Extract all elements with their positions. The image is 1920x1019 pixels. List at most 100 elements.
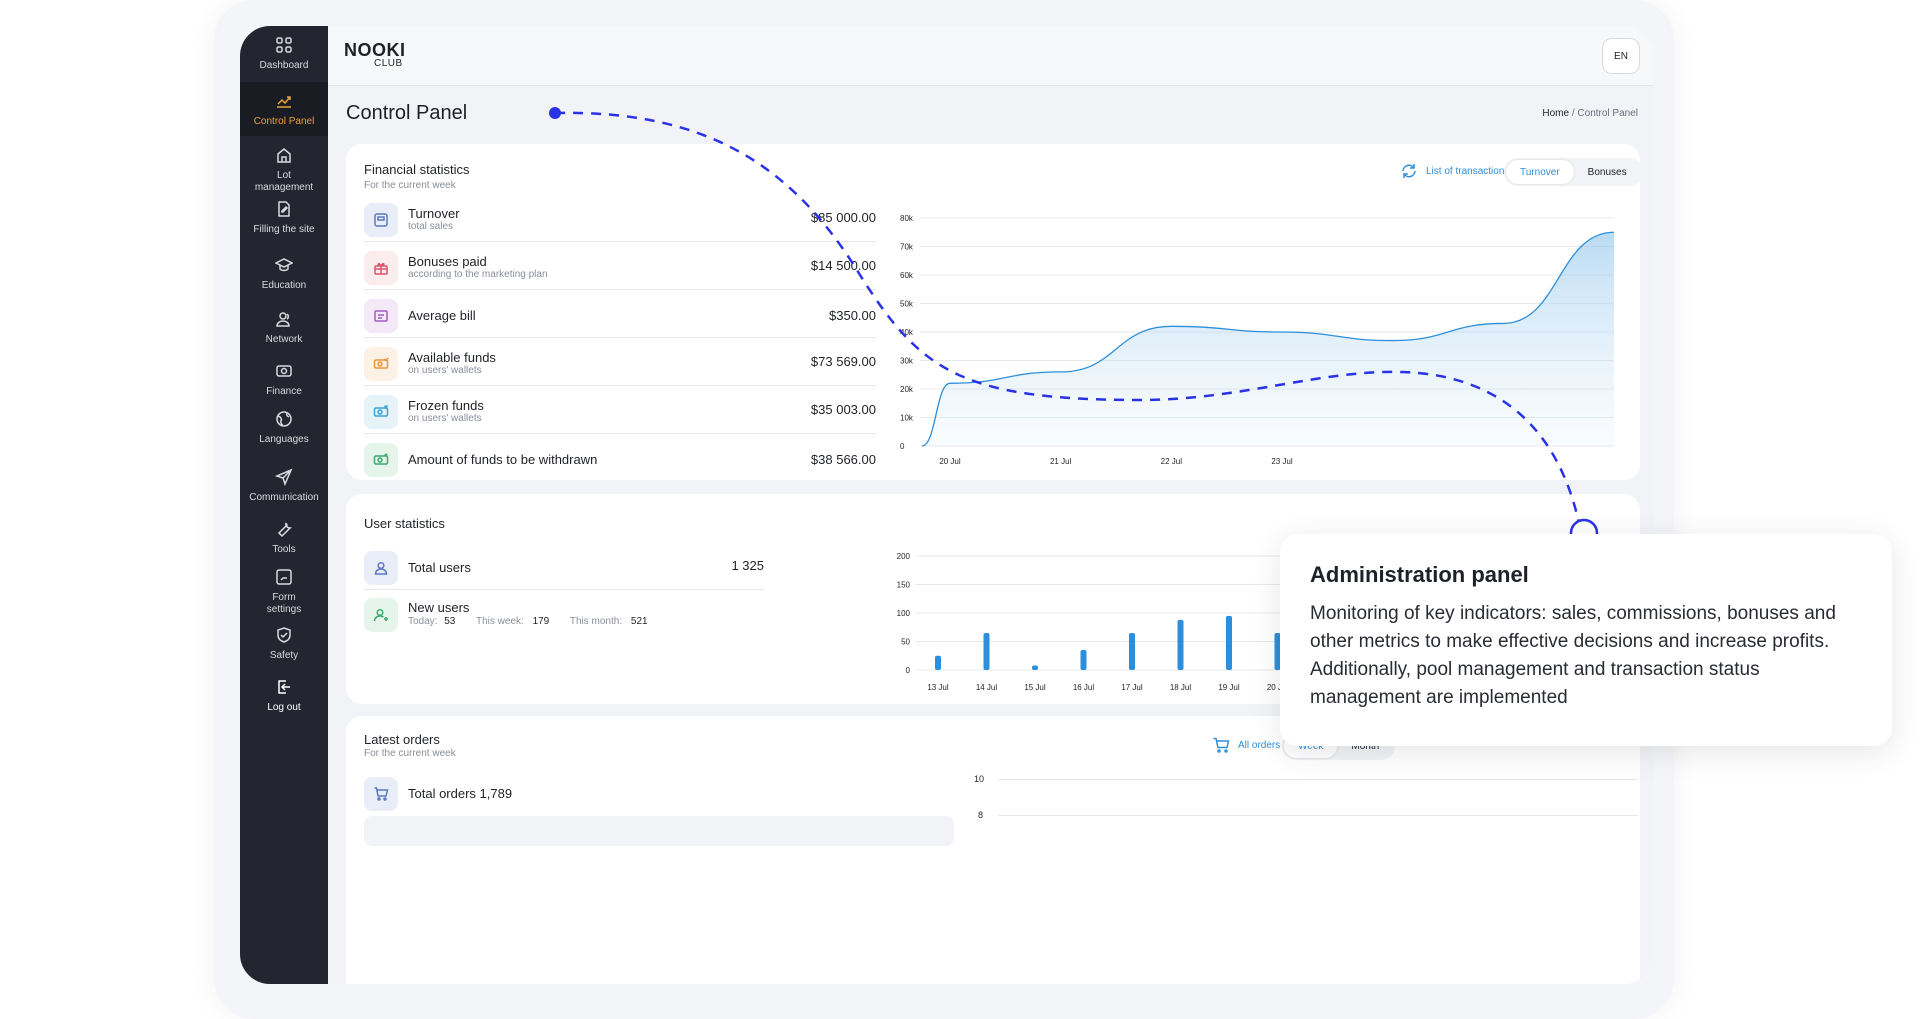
y-tick-label: 20k xyxy=(900,385,914,394)
sidebar-item-safety[interactable]: Safety xyxy=(240,626,328,666)
sidebar-item-tools[interactable]: Tools xyxy=(240,520,328,560)
x-tick-label: 20 Jul xyxy=(1267,683,1289,692)
y-tick-label: 200 xyxy=(897,552,911,561)
stat-row-average-bill: Average bill $350.00 xyxy=(364,290,876,338)
sidebar-item-label: Form settings xyxy=(266,592,302,615)
toggle-bonuses[interactable]: Bonuses xyxy=(1587,166,1627,178)
sidebar-item-form-settings[interactable]: Form settings xyxy=(240,568,328,618)
bar xyxy=(1032,665,1038,670)
breadcrumb-current: Control Panel xyxy=(1577,108,1638,119)
send-icon xyxy=(275,468,293,486)
x-tick-label: 21 Jul xyxy=(1050,457,1072,466)
card-subtitle: For the current week xyxy=(364,748,456,759)
sidebar-item-label: Finance xyxy=(266,386,302,397)
stat-value: $73 569.00 xyxy=(810,354,876,369)
sidebar-item-control-panel[interactable]: Control Panel xyxy=(240,82,328,136)
turnover-area-fill xyxy=(922,232,1614,446)
week-label: This week: xyxy=(475,616,524,627)
y-tick-label: 0 xyxy=(906,666,911,675)
stat-label: Available funds xyxy=(408,350,496,365)
y-tick-label: 70k xyxy=(900,243,914,252)
card-title: Financial statistics xyxy=(364,162,470,177)
stat-row-funds-to-withdraw: Amount of funds to be withdrawn $38 566.… xyxy=(364,434,876,482)
stat-row-total-users: Total users 1 325 xyxy=(364,542,764,590)
stat-row-new-users: New users Today: 53 This week: 179 This … xyxy=(364,594,764,644)
orders-y-tick: 10 xyxy=(974,774,985,784)
list-of-transactions-link[interactable]: List of transactions xyxy=(1400,162,1509,180)
callout-body: Monitoring of key indicators: sales, com… xyxy=(1310,603,1836,708)
grid-icon xyxy=(276,37,292,53)
stat-value: $38 566.00 xyxy=(810,452,876,467)
sidebar: Dashboard Control Panel Lot management F… xyxy=(240,26,328,984)
x-tick-label: 17 Jul xyxy=(1121,683,1143,692)
turnover-chart: 0 10k 20k 30k 40k 50k 60k 70k 80k 20 Jul 21 Jul 22 … xyxy=(886,204,1626,474)
bar xyxy=(935,655,941,670)
sidebar-item-filling-the-site[interactable]: Filling the site xyxy=(240,200,328,240)
sidebar-item-network[interactable]: Network xyxy=(240,310,328,350)
top-bar: NOOKI CLUB EN xyxy=(328,26,1654,86)
wrench-icon xyxy=(277,522,292,538)
bar xyxy=(1177,619,1184,670)
sidebar-item-label: Tools xyxy=(272,544,296,555)
stat-row-bonuses-paid: Bonuses paid according to the marketing … xyxy=(364,242,876,290)
sidebar-item-lot-management[interactable]: Lot management xyxy=(240,146,328,196)
new-users-breakdown: Today: 53 This week: 179 This month: 521 xyxy=(408,616,648,627)
cash-icon xyxy=(276,365,292,377)
sidebar-item-label: Log out xyxy=(267,702,301,713)
stat-row-available-funds: Available funds on users' wallets $73 56… xyxy=(364,338,876,386)
app-window: Dashboard Control Panel Lot management F… xyxy=(240,26,1654,984)
users-icon xyxy=(276,312,290,327)
toggle-month[interactable]: Month xyxy=(1351,740,1380,752)
globe-icon xyxy=(276,411,292,427)
y-tick-label: 10k xyxy=(900,414,914,423)
sidebar-item-label: Lot management xyxy=(254,170,314,193)
sidebar-item-label: Safety xyxy=(269,650,299,661)
shield-icon xyxy=(277,627,291,643)
sidebar-item-label: Education xyxy=(261,280,307,291)
toggle-turnover[interactable]: Turnover xyxy=(1506,160,1574,184)
sidebar-item-education[interactable]: Education xyxy=(240,256,328,296)
sidebar-item-finance[interactable]: Finance xyxy=(240,362,328,402)
stat-label: Total orders 1,789 xyxy=(408,786,513,801)
stat-row-total-orders: Total orders 1,789 xyxy=(364,768,764,816)
all-orders-link[interactable]: All orders xyxy=(1212,736,1280,754)
sidebar-item-communication[interactable]: Communication xyxy=(240,468,328,508)
x-tick-label: 13 Jul xyxy=(927,683,949,692)
trend-icon xyxy=(277,96,291,108)
sidebar-item-label: Filling the site xyxy=(253,224,315,235)
language-button[interactable]: EN xyxy=(1602,38,1640,74)
x-tick-label: 18 Jul xyxy=(1170,683,1192,692)
sidebar-item-label: Dashboard xyxy=(259,60,309,71)
box-icon xyxy=(364,203,398,237)
bar xyxy=(1080,650,1087,670)
x-tick-label: 23 Jul xyxy=(1271,457,1293,466)
logo-subtitle: CLUB xyxy=(374,58,403,69)
link-label: List of transactions xyxy=(1426,165,1510,177)
sidebar-item-log-out[interactable]: Log out xyxy=(240,678,328,718)
form-icon xyxy=(276,569,292,585)
home-icon xyxy=(277,148,291,163)
sidebar-item-label: Languages xyxy=(259,434,309,445)
turnover-bonuses-toggle: Turnover Bonuses xyxy=(1504,158,1643,186)
x-tick-label: 19 Jul xyxy=(1218,683,1240,692)
administration-panel-callout: Administration panel Monitoring of key i… xyxy=(1280,534,1892,746)
money-x-icon xyxy=(364,395,398,429)
stat-label: New users xyxy=(408,600,470,615)
breadcrumb-home[interactable]: Home xyxy=(1542,108,1570,119)
stat-value: $85 000.00 xyxy=(810,210,876,225)
bar xyxy=(983,632,990,670)
y-tick-label: 80k xyxy=(900,214,914,223)
stat-value: 1 325 xyxy=(731,558,764,573)
edit-document-icon xyxy=(278,201,290,217)
card-subtitle: For the current week xyxy=(364,180,456,191)
link-label: All orders xyxy=(1238,739,1281,751)
sidebar-item-languages[interactable]: Languages xyxy=(240,410,328,450)
y-tick-label: 0 xyxy=(900,442,905,451)
gift-icon xyxy=(364,251,398,285)
user-icon xyxy=(364,551,398,585)
latest-orders-card: Latest orders For the current week Total… xyxy=(346,716,1640,984)
sidebar-item-dashboard[interactable]: Dashboard xyxy=(240,36,328,82)
callout-title: Administration panel xyxy=(1310,562,1529,587)
receipt-icon xyxy=(364,299,398,333)
logo[interactable]: NOOKI xyxy=(344,40,406,60)
